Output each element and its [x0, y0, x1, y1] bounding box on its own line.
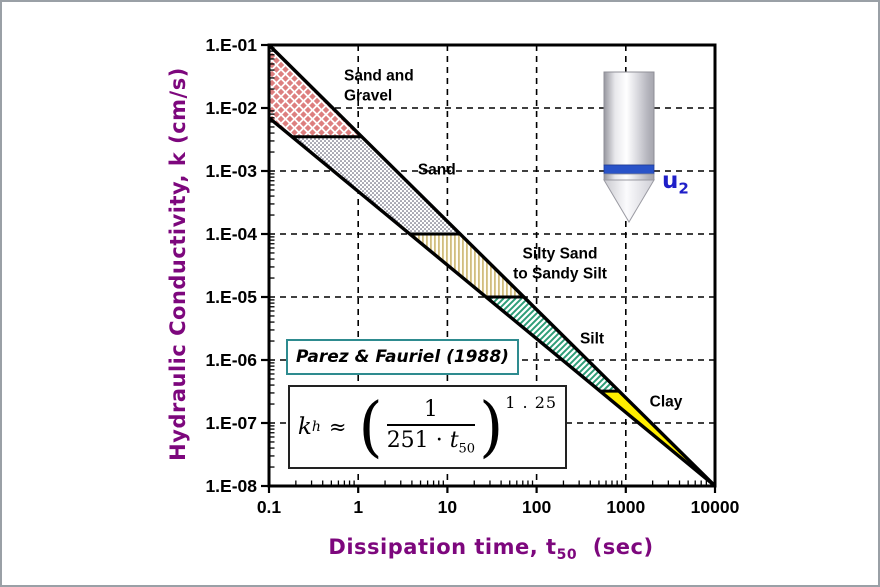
formula-den-var: t: [449, 428, 459, 454]
x-axis-title-sub: 50: [556, 547, 578, 564]
x-tick-label: 1000: [606, 497, 645, 517]
formula-denominator: 251 · t50: [387, 426, 475, 456]
formula-den-sub: 50: [458, 441, 476, 457]
y-tick-label: 1.E-05: [205, 287, 257, 307]
u2-subscript: 2: [678, 179, 689, 198]
citation-box: Parez & Fauriel (1988): [286, 339, 519, 375]
zone-sand: [292, 136, 461, 234]
zone-silty-sand-to-sandy-silt: [409, 234, 524, 297]
x-tick-label: 100: [522, 497, 551, 517]
x-axis-title-post: (sec): [592, 534, 654, 559]
formula-exponent: 1 . 25: [505, 393, 558, 412]
x-tick-label: 10: [438, 497, 458, 517]
y-tick-label: 1.E-03: [205, 161, 257, 181]
cpt-cone-illustration: [603, 71, 655, 223]
citation-text: Parez & Fauriel (1988): [296, 347, 509, 367]
formula-k: k: [297, 414, 312, 440]
formula-den-dot: ·: [435, 428, 443, 454]
y-tick-label: 1.E-01: [205, 35, 257, 55]
x-tick-label: 0.1: [257, 497, 282, 517]
x-axis-title-pre: Dissipation time, t: [328, 534, 557, 559]
zone-label-sand-and-gravel: Sand and Gravel: [344, 67, 414, 104]
y-tick-label: 1.E-07: [205, 413, 257, 433]
formula-den-const: 251: [386, 428, 429, 454]
formula-numerator: 1: [386, 397, 476, 427]
cone-porous-band: [603, 164, 655, 175]
zone-label-sand: Sand: [418, 161, 456, 178]
y-axis-title: Hydraulic Conductivity, k (cm/s): [166, 67, 190, 461]
band-upper-line: [267, 43, 717, 488]
zone-label-silt: Silt: [580, 330, 604, 347]
x-axis-title: Dissipation time, t50 (sec): [328, 535, 653, 563]
plot-frame: [267, 43, 717, 488]
band-lower-line: [267, 116, 717, 488]
zone-label-silty-sand-to-sandy-silt: Silty Sand to Sandy Silt: [513, 245, 607, 282]
u2-letter: u: [662, 168, 679, 194]
cone-tip: [603, 179, 655, 223]
y-tick-label: 1.E-08: [205, 476, 257, 496]
y-tick-label: 1.E-06: [205, 350, 257, 370]
formula-approx: ≈: [328, 415, 347, 439]
cone-shaft: [603, 71, 655, 166]
formula-k-sub: h: [311, 419, 321, 435]
y-axis-title-text: Hydraulic Conductivity, k (cm/s): [166, 67, 190, 461]
cone-collar: [603, 173, 655, 181]
y-tick-label: 1.E-04: [205, 224, 257, 244]
u2-label: u2: [662, 168, 689, 198]
x-tick-label: 1: [353, 497, 363, 517]
formula-fraction: 1 251 · t50: [386, 397, 476, 457]
y-tick-label: 1.E-02: [205, 98, 257, 118]
zone-label-clay: Clay: [650, 394, 683, 411]
x-tick-label: 10000: [691, 497, 740, 517]
zone-silt: [486, 297, 620, 392]
